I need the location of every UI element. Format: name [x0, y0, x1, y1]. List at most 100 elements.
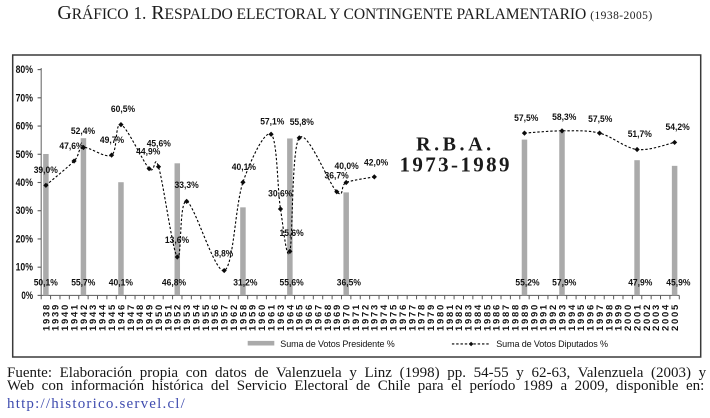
svg-text:1988: 1988	[509, 305, 520, 331]
svg-text:20%: 20%	[16, 233, 34, 245]
svg-text:2005: 2005	[669, 305, 680, 331]
svg-text:31,2%: 31,2%	[233, 278, 257, 288]
svg-text:2003: 2003	[650, 305, 661, 331]
svg-text:1954: 1954	[190, 304, 201, 331]
svg-text:1957: 1957	[219, 305, 230, 331]
svg-text:1986: 1986	[491, 305, 502, 331]
svg-text:1964: 1964	[284, 304, 295, 331]
svg-text:1966: 1966	[303, 305, 314, 331]
svg-text:1979: 1979	[425, 305, 436, 331]
svg-text:55,7%: 55,7%	[71, 278, 95, 288]
svg-text:1991: 1991	[538, 305, 549, 331]
svg-text:45,9%: 45,9%	[666, 278, 690, 288]
svg-text:1939: 1939	[50, 305, 61, 331]
svg-text:1992: 1992	[547, 305, 558, 331]
svg-text:1967: 1967	[312, 305, 323, 331]
svg-text:1994: 1994	[566, 304, 577, 331]
svg-text:15,6%: 15,6%	[280, 228, 304, 238]
svg-text:33,3%: 33,3%	[175, 180, 199, 190]
svg-text:1977: 1977	[406, 305, 417, 331]
svg-text:30%: 30%	[16, 205, 34, 217]
svg-text:51,7%: 51,7%	[628, 129, 652, 139]
svg-text:2001: 2001	[631, 305, 642, 331]
svg-text:40%: 40%	[16, 177, 34, 189]
svg-text:1987: 1987	[500, 305, 511, 331]
svg-text:40,1%: 40,1%	[232, 162, 256, 172]
svg-text:45,6%: 45,6%	[147, 138, 171, 148]
svg-text:40,1%: 40,1%	[109, 278, 133, 288]
svg-text:1941: 1941	[68, 305, 79, 331]
svg-text:1973: 1973	[369, 305, 380, 331]
svg-text:1950: 1950	[153, 305, 164, 331]
svg-text:57,1%: 57,1%	[260, 116, 284, 126]
svg-text:1943: 1943	[87, 305, 98, 331]
svg-text:Suma de Votos Diputados %: Suma de Votos Diputados %	[496, 339, 608, 349]
svg-text:1953: 1953	[181, 305, 192, 331]
svg-text:1940: 1940	[59, 305, 70, 331]
svg-text:1968: 1968	[322, 305, 333, 331]
svg-text:1990: 1990	[528, 305, 539, 331]
svg-text:54,2%: 54,2%	[666, 122, 690, 132]
svg-text:1942: 1942	[78, 305, 89, 331]
svg-text:1980: 1980	[434, 305, 445, 331]
svg-text:1938: 1938	[40, 305, 51, 331]
svg-text:1985: 1985	[481, 305, 492, 331]
svg-text:1955: 1955	[200, 305, 211, 331]
svg-text:1972: 1972	[359, 305, 370, 331]
svg-text:60%: 60%	[16, 121, 34, 133]
svg-text:57,5%: 57,5%	[588, 114, 612, 124]
svg-text:1947: 1947	[125, 305, 136, 331]
svg-text:47,9%: 47,9%	[628, 278, 652, 288]
svg-text:58,3%: 58,3%	[552, 112, 576, 122]
svg-text:1973-1989: 1973-1989	[400, 153, 510, 177]
svg-text:1952: 1952	[172, 305, 183, 331]
svg-text:1983: 1983	[463, 305, 474, 331]
svg-text:1958: 1958	[237, 305, 248, 331]
svg-text:1974: 1974	[378, 304, 389, 331]
svg-text:1945: 1945	[106, 305, 117, 331]
svg-text:55,6%: 55,6%	[280, 278, 304, 288]
svg-text:2002: 2002	[641, 305, 652, 331]
svg-text:1996: 1996	[585, 305, 596, 331]
svg-text:30,6%: 30,6%	[268, 188, 292, 198]
svg-text:1976: 1976	[397, 305, 408, 331]
svg-text:50,1%: 50,1%	[34, 278, 58, 288]
svg-text:52,4%: 52,4%	[71, 126, 95, 136]
svg-text:1984: 1984	[472, 304, 483, 331]
svg-text:8,8%: 8,8%	[214, 248, 233, 258]
svg-text:1993: 1993	[556, 305, 567, 331]
svg-text:60,5%: 60,5%	[111, 104, 135, 114]
svg-text:70%: 70%	[16, 92, 34, 104]
svg-text:1995: 1995	[575, 305, 586, 331]
svg-text:1978: 1978	[416, 305, 427, 331]
svg-text:1961: 1961	[266, 305, 277, 331]
svg-text:10%: 10%	[16, 262, 34, 274]
svg-text:1975: 1975	[387, 305, 398, 331]
svg-text:1959: 1959	[247, 305, 258, 331]
svg-text:2004: 2004	[660, 304, 671, 331]
svg-text:1962: 1962	[228, 305, 239, 331]
svg-text:1963: 1963	[275, 305, 286, 331]
svg-text:40,0%: 40,0%	[335, 161, 359, 171]
svg-text:1969: 1969	[331, 305, 342, 331]
svg-text:1951: 1951	[162, 305, 173, 331]
svg-text:R.B.A.: R.B.A.	[416, 134, 491, 156]
svg-text:42,0%: 42,0%	[364, 158, 388, 168]
svg-text:1998: 1998	[603, 305, 614, 331]
svg-text:1999: 1999	[613, 305, 624, 331]
svg-text:1949: 1949	[144, 305, 155, 331]
svg-text:57,5%: 57,5%	[514, 113, 538, 123]
svg-text:1960: 1960	[256, 305, 267, 331]
svg-text:1981: 1981	[444, 305, 455, 331]
svg-text:1997: 1997	[594, 305, 605, 331]
svg-text:39,0%: 39,0%	[34, 165, 58, 175]
svg-text:36,5%: 36,5%	[337, 278, 361, 288]
svg-text:Suma de Votos Presidente %: Suma de Votos Presidente %	[280, 339, 395, 349]
svg-text:36,7%: 36,7%	[325, 171, 349, 181]
svg-text:0%: 0%	[21, 290, 33, 302]
svg-text:1989: 1989	[519, 305, 530, 331]
svg-text:1948: 1948	[134, 305, 145, 331]
svg-text:13,6%: 13,6%	[165, 235, 189, 245]
svg-text:1971: 1971	[350, 305, 361, 331]
svg-text:55,2%: 55,2%	[515, 278, 539, 288]
